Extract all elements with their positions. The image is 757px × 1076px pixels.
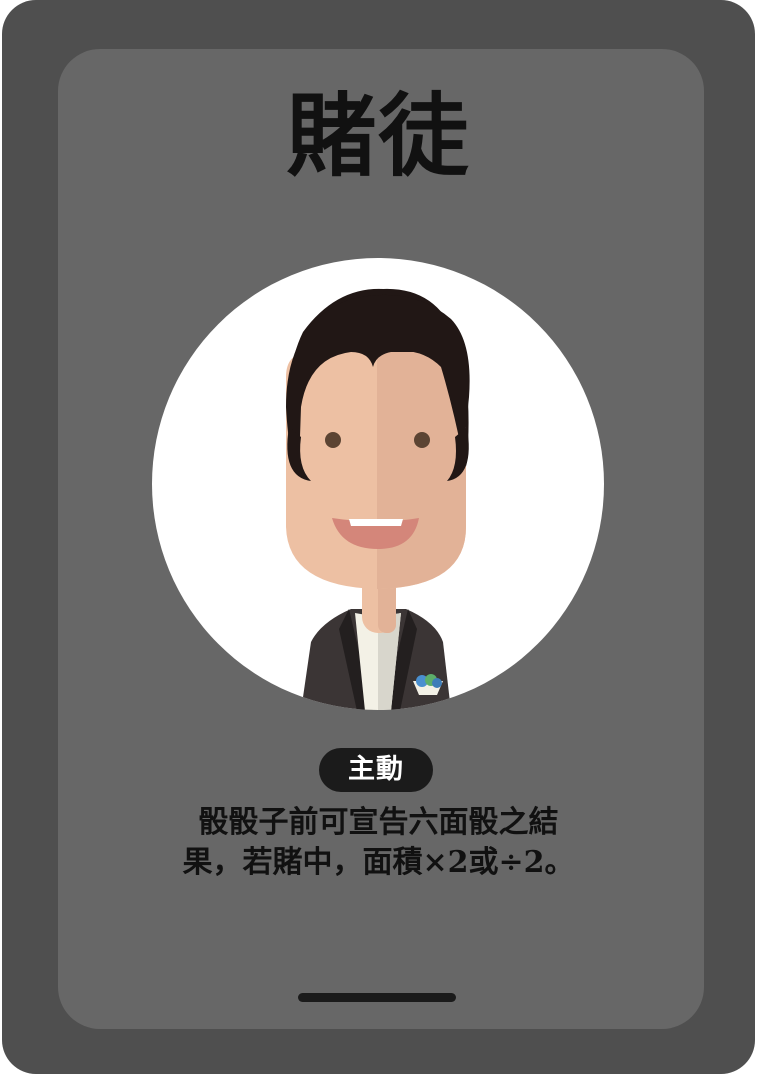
pocket-square-icon [413,674,443,695]
card-title: 賭徒 [286,84,471,189]
ability-description: 骰骰子前可宣告六面骰之結 果，若賭中，面積×2或÷2。 [130,803,627,883]
ability-line-2: 果，若賭中，面積×2或÷2。 [182,845,575,880]
card-bottom-bar [298,993,456,1002]
gambler-portrait-icon [152,258,604,710]
ability-type-badge: 主動 [319,748,433,792]
ability-line-1: 骰骰子前可宣告六面骰之結 [198,805,559,840]
